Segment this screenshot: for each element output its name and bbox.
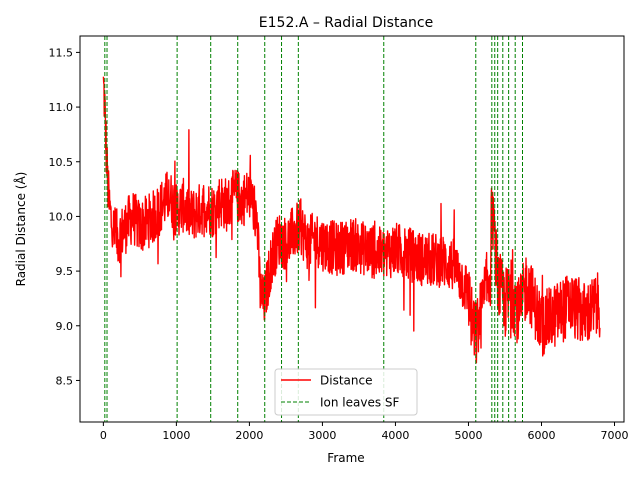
y-axis-label: Radial Distance (Å): [13, 172, 28, 287]
x-tick-label: 2000: [235, 429, 263, 442]
legend-distance-label: Distance: [320, 374, 372, 388]
x-axis-label: Frame: [327, 451, 364, 465]
distance-series-line: [102, 76, 601, 364]
x-tick-label: 3000: [308, 429, 336, 442]
y-tick-label: 10.5: [49, 156, 74, 169]
x-tick-label: 1000: [162, 429, 190, 442]
y-tick-label: 9.0: [56, 320, 74, 333]
x-tick-label: 0: [100, 429, 107, 442]
y-tick-label: 8.5: [56, 374, 74, 387]
y-tick-label: 9.5: [56, 265, 74, 278]
chart-title: E152.A – Radial Distance: [259, 15, 433, 31]
y-axis-ticks: 8.5 9.0 9.5 10.0 10.5 11.0 11.5: [49, 46, 80, 387]
x-tick-label: 6000: [527, 429, 555, 442]
axes-frame: [79, 35, 625, 423]
x-axis-ticks: 0 1000 2000 3000 4000 5000 6000 7000: [100, 422, 629, 442]
x-tick-label: 7000: [601, 429, 629, 442]
x-tick-label: 4000: [381, 429, 409, 442]
x-tick-label: 5000: [454, 429, 482, 442]
plot-area: [102, 36, 601, 422]
y-tick-label: 11.5: [49, 46, 74, 59]
legend: Distance Ion leaves SF: [274, 368, 418, 416]
y-tick-label: 10.0: [49, 210, 74, 223]
legend-ion-label: Ion leaves SF: [320, 396, 400, 410]
y-tick-label: 11.0: [49, 101, 74, 114]
